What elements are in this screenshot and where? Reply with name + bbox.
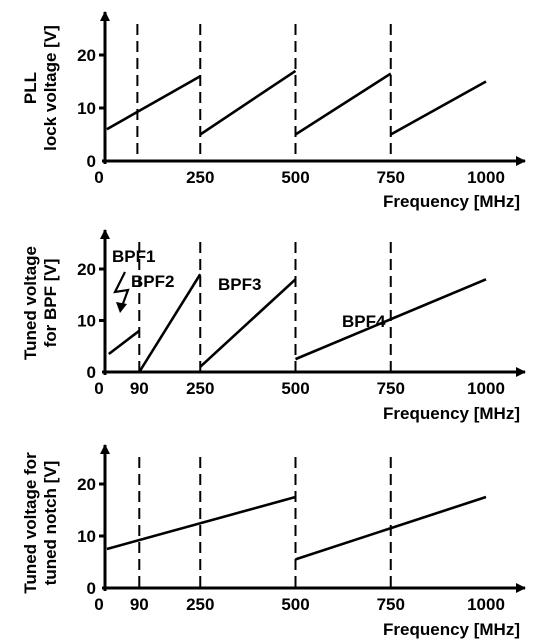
data-segment-3 xyxy=(199,278,297,368)
band-label: BPF3 xyxy=(218,275,261,294)
data-segment-2 xyxy=(138,273,202,373)
chart-panel-3: 0 10 20 0 90 250 500 750 1000 Frequency [MHz] Tune… xyxy=(21,444,526,639)
x-tick-label: 500 xyxy=(281,595,309,614)
y-axis-label: Tuned voltage for xyxy=(21,452,40,594)
y-tick-label: 0 xyxy=(87,579,96,598)
data-segment-1 xyxy=(106,75,201,131)
pointer-arrowhead xyxy=(116,302,127,313)
y-axis-label: Tuned voltage xyxy=(21,246,40,360)
x-tick-label: 90 xyxy=(130,595,149,614)
x-tick-label: 1000 xyxy=(467,168,505,187)
data-segment-1 xyxy=(106,495,296,551)
chart-panel-1: 0 10 20 0 250 500 750 1000 Frequency [MHz] PLL loc… xyxy=(21,11,526,211)
y-tick-label: 0 xyxy=(87,152,96,171)
y-tick-label: 0 xyxy=(87,363,96,382)
x-tick-label: 500 xyxy=(281,379,309,398)
y-tick-label: 20 xyxy=(77,46,96,65)
data-segment-4 xyxy=(390,80,487,136)
x-tick-label: 500 xyxy=(281,168,309,187)
pointer-arrow xyxy=(113,271,130,310)
x-axis-label: Frequency [MHz] xyxy=(383,192,520,211)
x-axis-label: Frequency [MHz] xyxy=(383,404,520,423)
x-tick-label: 0 xyxy=(94,168,103,187)
x-tick-label: 0 xyxy=(94,379,103,398)
x-tick-label: 90 xyxy=(130,379,149,398)
y-tick-label: 20 xyxy=(77,260,96,279)
data-segment-2 xyxy=(295,495,487,561)
x-tick-label: 750 xyxy=(377,168,405,187)
band-label: BPF1 xyxy=(112,247,155,266)
band-label: BPF2 xyxy=(131,272,174,291)
y-tick-label: 20 xyxy=(77,475,96,494)
y-tick-label: 10 xyxy=(77,99,96,118)
y-axis-label: PLL xyxy=(21,72,40,104)
data-segment-3 xyxy=(294,72,392,136)
y-axis-label: lock voltage [V] xyxy=(41,25,60,151)
x-tick-label: 250 xyxy=(186,379,214,398)
x-tick-label: 250 xyxy=(186,595,214,614)
x-tick-label: 1000 xyxy=(467,379,505,398)
x-tick-label: 0 xyxy=(94,595,103,614)
y-tick-label: 10 xyxy=(77,527,96,546)
chart-panel-2: 0 10 20 0 90 250 500 750 1000 Frequency [MHz] Tune… xyxy=(21,229,526,423)
x-tick-label: 750 xyxy=(377,379,405,398)
x-tick-label: 1000 xyxy=(467,595,505,614)
y-axis-label: for BPF [V] xyxy=(41,259,60,348)
y-axis-label: tuned notch [V] xyxy=(41,461,60,586)
x-tick-label: 750 xyxy=(377,595,405,614)
data-segment-2 xyxy=(199,69,297,136)
data-segment-1 xyxy=(108,329,141,356)
x-axis-label: Frequency [MHz] xyxy=(383,620,520,639)
y-tick-label: 10 xyxy=(77,312,96,331)
x-tick-label: 250 xyxy=(186,168,214,187)
band-label: BPF4 xyxy=(342,312,386,331)
data-segment-4 xyxy=(294,278,487,361)
